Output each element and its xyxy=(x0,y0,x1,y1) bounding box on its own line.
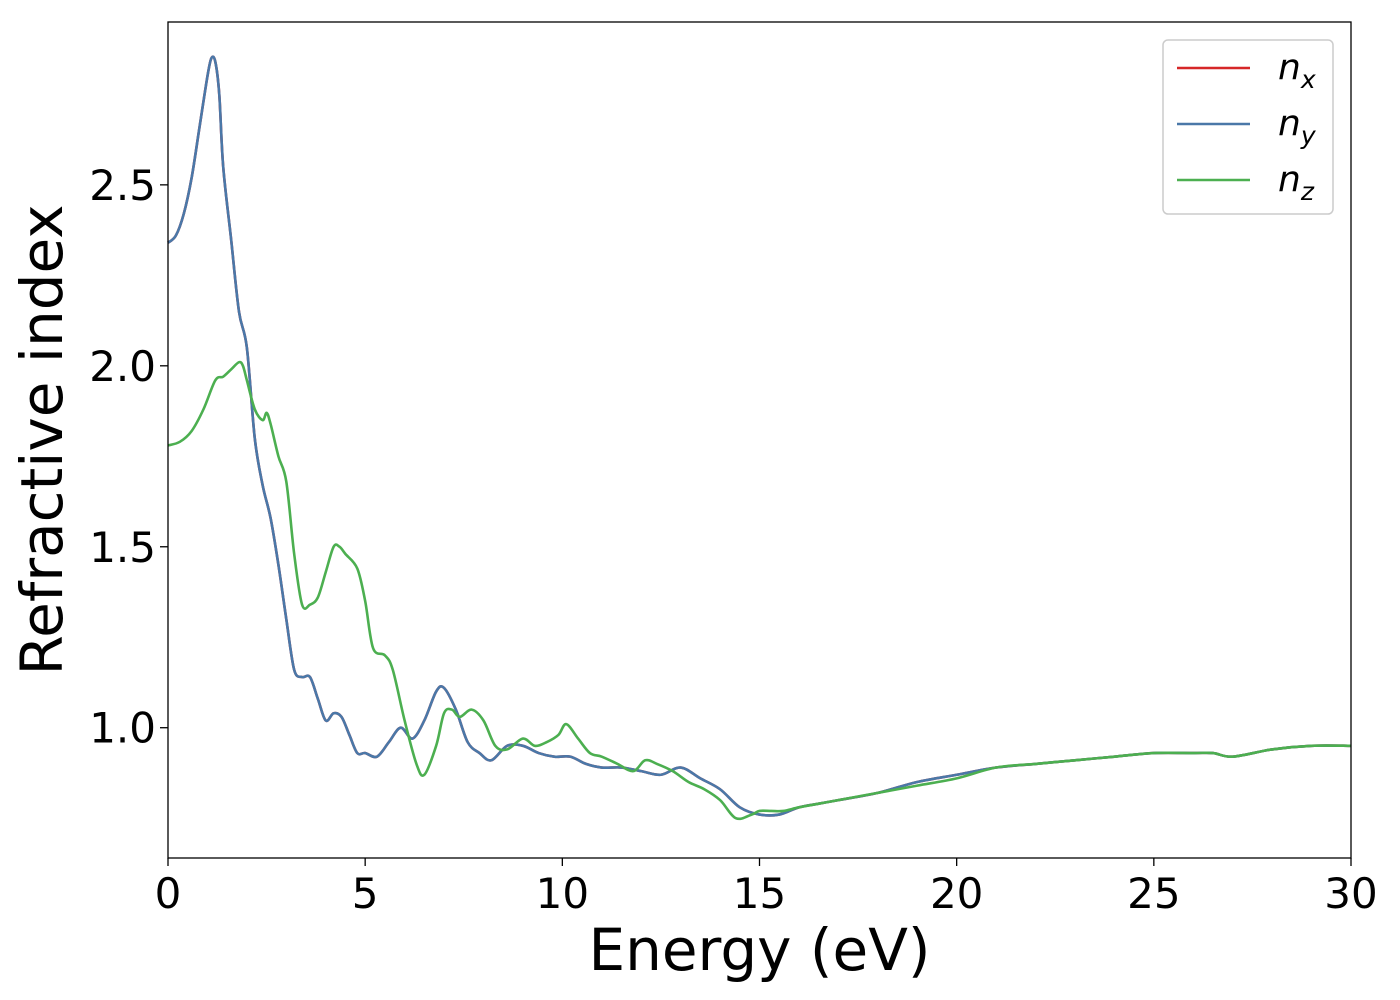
y-tick-label: 1.5 xyxy=(89,523,156,572)
x-tick-label: 5 xyxy=(352,869,379,918)
legend-label-x: nx xyxy=(1278,47,1316,94)
x-tick-label: 20 xyxy=(930,869,983,918)
x-tick-label: 10 xyxy=(536,869,589,918)
x-tick-label: 0 xyxy=(155,869,182,918)
y-tick-label: 1.0 xyxy=(89,704,156,753)
y-tick-label: 2.5 xyxy=(89,161,156,210)
x-axis-ticks: 0 5 10 15 20 25 30 xyxy=(155,858,1378,918)
legend: nx ny nz xyxy=(1162,39,1334,215)
x-tick-label: 30 xyxy=(1324,869,1377,918)
plot-lines xyxy=(167,55,1352,821)
legend-entries: nx ny nz xyxy=(1177,47,1317,206)
x-axis-label: Energy (eV) xyxy=(588,916,930,984)
legend-label-y: ny xyxy=(1278,103,1317,150)
y-axis-ticks: 1.0 1.5 2.0 2.5 xyxy=(89,161,168,753)
x-tick-label: 15 xyxy=(733,869,786,918)
y-axis-label: Refractive index xyxy=(8,204,76,675)
y-tick-label: 2.0 xyxy=(89,342,156,391)
x-tick-label: 25 xyxy=(1127,869,1180,918)
series-line-nz xyxy=(167,360,1352,821)
legend-label-z: nz xyxy=(1278,159,1315,206)
legend-box xyxy=(1162,39,1334,215)
